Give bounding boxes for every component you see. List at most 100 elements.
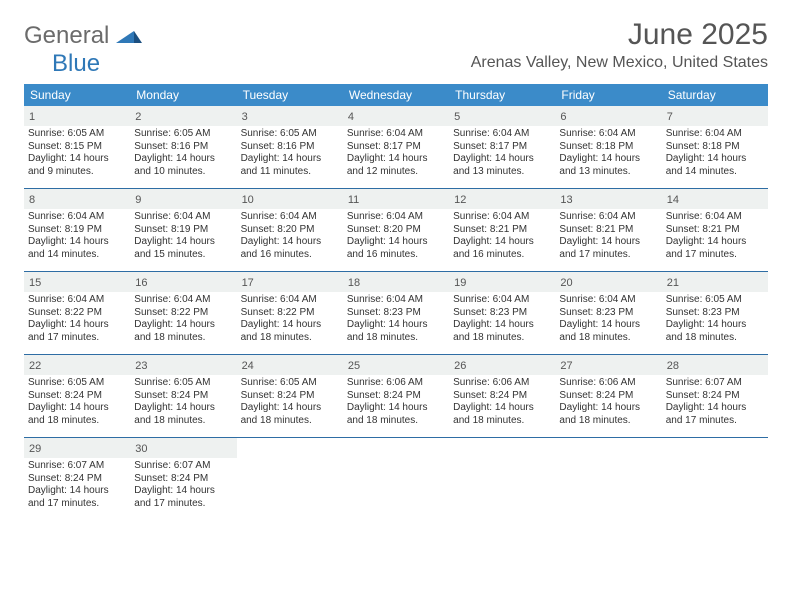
calendar-day	[555, 438, 661, 520]
day-number-row: 21	[662, 272, 768, 292]
day-info-line: Daylight: 14 hours	[559, 319, 657, 332]
day-info: Sunrise: 6:05 AMSunset: 8:16 PMDaylight:…	[241, 128, 339, 178]
day-number-row: 19	[449, 272, 555, 292]
day-info: Sunrise: 6:04 AMSunset: 8:22 PMDaylight:…	[241, 294, 339, 344]
day-info-line: and 18 minutes.	[347, 332, 445, 345]
calendar-day: 23Sunrise: 6:05 AMSunset: 8:24 PMDayligh…	[130, 355, 236, 437]
day-info: Sunrise: 6:05 AMSunset: 8:24 PMDaylight:…	[241, 377, 339, 427]
day-info-line: Sunset: 8:24 PM	[134, 473, 232, 486]
day-info-line: and 13 minutes.	[559, 166, 657, 179]
day-number-row: 9	[130, 189, 236, 209]
day-info-line: Sunset: 8:24 PM	[666, 390, 764, 403]
day-info-line: and 18 minutes.	[559, 415, 657, 428]
day-number-row: 30	[130, 438, 236, 458]
day-info: Sunrise: 6:04 AMSunset: 8:22 PMDaylight:…	[134, 294, 232, 344]
day-number: 13	[560, 194, 572, 206]
day-info-line: and 16 minutes.	[453, 249, 551, 262]
calendar-week: 15Sunrise: 6:04 AMSunset: 8:22 PMDayligh…	[24, 271, 768, 354]
day-info-line: Sunrise: 6:04 AM	[241, 294, 339, 307]
weekday-header: Friday	[555, 84, 661, 106]
calendar-day: 11Sunrise: 6:04 AMSunset: 8:20 PMDayligh…	[343, 189, 449, 271]
day-info-line: Sunrise: 6:04 AM	[559, 128, 657, 141]
day-info-line: Sunset: 8:17 PM	[453, 141, 551, 154]
calendar-day: 1Sunrise: 6:05 AMSunset: 8:15 PMDaylight…	[24, 106, 130, 188]
calendar-day: 15Sunrise: 6:04 AMSunset: 8:22 PMDayligh…	[24, 272, 130, 354]
topbar: General Blue June 2025 Arenas Valley, Ne…	[24, 18, 768, 78]
day-info: Sunrise: 6:04 AMSunset: 8:21 PMDaylight:…	[666, 211, 764, 261]
day-info-line: Sunset: 8:21 PM	[666, 224, 764, 237]
day-info-line: Sunrise: 6:06 AM	[453, 377, 551, 390]
calendar-day: 13Sunrise: 6:04 AMSunset: 8:21 PMDayligh…	[555, 189, 661, 271]
day-info-line: Sunrise: 6:05 AM	[241, 377, 339, 390]
calendar-day: 18 Sunrise: 6:04 AMSunset: 8:23 PMDayligh…	[343, 272, 449, 354]
day-number: 17	[242, 277, 254, 289]
day-info-line: Daylight: 14 hours	[666, 236, 764, 249]
day-number: 19	[454, 277, 466, 289]
day-number-row: 4	[343, 106, 449, 126]
day-info-line: Sunset: 8:24 PM	[241, 390, 339, 403]
day-info-line: and 16 minutes.	[241, 249, 339, 262]
day-info-line: Sunset: 8:16 PM	[241, 141, 339, 154]
day-info-line: Sunrise: 6:05 AM	[28, 128, 126, 141]
day-info-line: Sunset: 8:24 PM	[347, 390, 445, 403]
day-info-line: Daylight: 14 hours	[453, 402, 551, 415]
day-number-row: 29	[24, 438, 130, 458]
day-info-line: Sunrise: 6:04 AM	[453, 211, 551, 224]
day-info-line: Sunrise: 6:04 AM	[347, 294, 445, 307]
day-info-line: Sunrise: 6:04 AM	[347, 128, 445, 141]
day-number: 25	[348, 360, 360, 372]
day-info-line: Sunset: 8:24 PM	[559, 390, 657, 403]
calendar-day: 10Sunrise: 6:04 AMSunset: 8:20 PMDayligh…	[237, 189, 343, 271]
day-number: 29	[29, 443, 41, 455]
day-info: Sunrise: 6:05 AMSunset: 8:24 PMDaylight:…	[134, 377, 232, 427]
title-block: June 2025 Arenas Valley, New Mexico, Uni…	[471, 18, 768, 72]
day-number-row: 15	[24, 272, 130, 292]
day-info-line: Sunset: 8:18 PM	[559, 141, 657, 154]
day-info-line: Sunset: 8:23 PM	[347, 307, 445, 320]
day-info-line: Sunrise: 6:05 AM	[134, 128, 232, 141]
calendar: Sunday Monday Tuesday Wednesday Thursday…	[24, 84, 768, 520]
day-info-line: Daylight: 14 hours	[134, 485, 232, 498]
calendar-week: 29Sunrise: 6:07 AMSunset: 8:24 PMDayligh…	[24, 437, 768, 520]
day-info-line: Daylight: 14 hours	[347, 319, 445, 332]
brand-mark-icon	[116, 30, 142, 47]
calendar-day: 29Sunrise: 6:07 AMSunset: 8:24 PMDayligh…	[24, 438, 130, 520]
day-info-line: Daylight: 14 hours	[347, 402, 445, 415]
day-number-row: 2	[130, 106, 236, 126]
day-info-line: and 17 minutes.	[28, 332, 126, 345]
day-info-line: Sunrise: 6:04 AM	[241, 211, 339, 224]
day-info: Sunrise: 6:06 AMSunset: 8:24 PMDaylight:…	[453, 377, 551, 427]
calendar-day: 4Sunrise: 6:04 AMSunset: 8:17 PMDaylight…	[343, 106, 449, 188]
day-info-line: and 14 minutes.	[666, 166, 764, 179]
day-number: 28	[667, 360, 679, 372]
day-info-line: Daylight: 14 hours	[666, 402, 764, 415]
day-info-line: Sunrise: 6:05 AM	[28, 377, 126, 390]
day-number: 12	[454, 194, 466, 206]
day-info-line: and 12 minutes.	[347, 166, 445, 179]
day-info-line: Sunrise: 6:04 AM	[666, 211, 764, 224]
day-info-line: and 18 minutes.	[347, 415, 445, 428]
calendar-day: 30Sunrise: 6:07 AMSunset: 8:24 PMDayligh…	[130, 438, 236, 520]
day-info-line: Sunset: 8:15 PM	[28, 141, 126, 154]
day-info-line: Daylight: 14 hours	[134, 153, 232, 166]
day-number: 22	[29, 360, 41, 372]
calendar-day: 25Sunrise: 6:06 AMSunset: 8:24 PMDayligh…	[343, 355, 449, 437]
calendar-week: 8Sunrise: 6:04 AMSunset: 8:19 PMDaylight…	[24, 188, 768, 271]
day-info: Sunrise: 6:05 AMSunset: 8:23 PMDaylight:…	[666, 294, 764, 344]
calendar-day: 8Sunrise: 6:04 AMSunset: 8:19 PMDaylight…	[24, 189, 130, 271]
day-info-line: Sunrise: 6:04 AM	[559, 294, 657, 307]
calendar-day: 21Sunrise: 6:05 AMSunset: 8:23 PMDayligh…	[662, 272, 768, 354]
day-info-line: and 17 minutes.	[666, 249, 764, 262]
day-info-line: Sunrise: 6:05 AM	[666, 294, 764, 307]
day-info-line: Daylight: 14 hours	[241, 236, 339, 249]
weekday-header: Saturday	[662, 84, 768, 106]
day-number: 18	[348, 277, 360, 289]
day-number: 10	[242, 194, 254, 206]
calendar-day: 16Sunrise: 6:04 AMSunset: 8:22 PMDayligh…	[130, 272, 236, 354]
day-info-line: Daylight: 14 hours	[134, 236, 232, 249]
brand-part1: General	[24, 22, 109, 49]
day-info: Sunrise: 6:04 AMSunset: 8:22 PMDaylight:…	[28, 294, 126, 344]
day-info-line: Sunset: 8:19 PM	[28, 224, 126, 237]
day-number: 4	[348, 111, 354, 123]
calendar-day: 26Sunrise: 6:06 AMSunset: 8:24 PMDayligh…	[449, 355, 555, 437]
